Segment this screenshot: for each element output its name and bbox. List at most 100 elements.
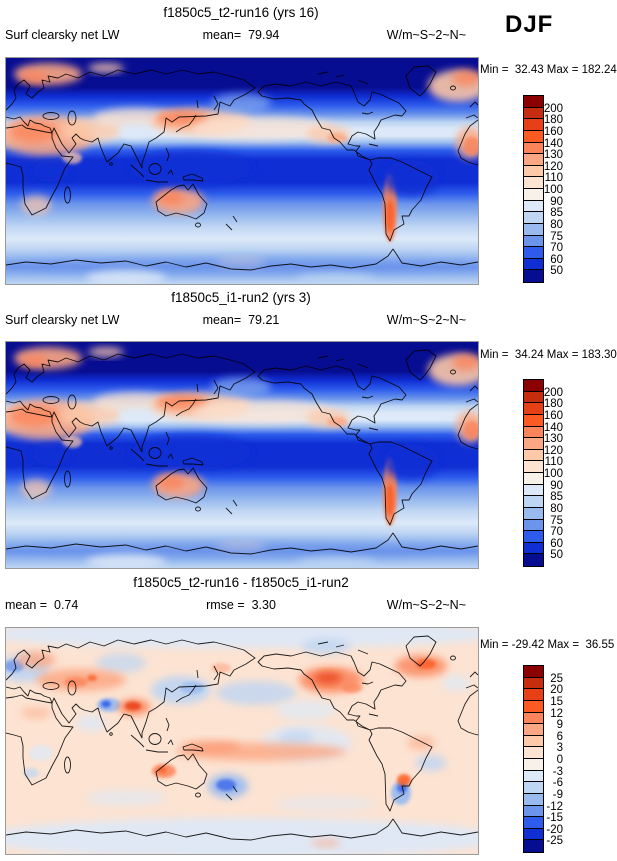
colorbar-tick-label: 85 <box>550 207 563 220</box>
colorbar-tick-label: 130 <box>543 149 563 162</box>
colorbar-cell <box>524 828 543 841</box>
colorbar-cell <box>524 96 543 108</box>
colorbar-tick-label: -3 <box>552 765 563 778</box>
colorbar-cell <box>524 724 543 736</box>
panel2-units-label: W/m~S~2~N~ <box>386 313 466 327</box>
colorbar-cell <box>524 735 543 748</box>
colorbar-tick-label: 9 <box>556 719 563 732</box>
colorbar-cell <box>524 793 543 806</box>
colorbar-cell <box>524 759 543 771</box>
colorbar-tick-label: 140 <box>543 421 563 434</box>
colorbar-tick-label: 120 <box>543 444 563 457</box>
colorbar-tick-label: 3 <box>556 742 563 755</box>
colorbar-tick-label: 50 <box>550 549 563 562</box>
colorbar-cell <box>524 154 543 166</box>
colorbar-cell <box>524 666 543 678</box>
colorbar-cell <box>524 461 543 473</box>
panel1-minmax: Min = 32.43 Max = 182.24 <box>480 64 617 76</box>
colorbar-tick-label: 90 <box>550 479 563 492</box>
panel1-title: f1850c5_t2-run16 (yrs 16) <box>163 5 319 20</box>
colorbar-cell <box>524 189 543 201</box>
colorbar-cell <box>524 212 543 224</box>
panel3-title: f1850c5_t2-run16 - f1850c5_i1-run2 <box>133 575 349 590</box>
colorbar-cell <box>524 119 543 131</box>
colorbar-tick-label: 120 <box>543 160 563 173</box>
colorbar-cell <box>524 484 543 497</box>
colorbar-tick-label: 160 <box>543 409 563 422</box>
panel2-variable-label: Surf clearsky net LW <box>5 313 120 327</box>
colorbar-cell <box>524 258 543 271</box>
colorbar-tick-label: 100 <box>543 184 563 196</box>
colorbar-tick-label: 80 <box>550 218 563 231</box>
panel1-units-label: W/m~S~2~N~ <box>386 28 466 42</box>
colorbar-cell <box>524 270 543 282</box>
colorbar-cell <box>524 770 543 783</box>
colorbar-cell <box>524 223 543 236</box>
colorbar-cell <box>524 403 543 415</box>
colorbar-cell <box>524 712 543 725</box>
panel3-label-row: mean = 0.74 rmse = 3.30 W/m~S~2~N~ <box>5 598 477 612</box>
colorbar-cell <box>524 496 543 508</box>
colorbar-tick-label: 70 <box>550 526 563 539</box>
panel3-map-plot <box>6 628 478 854</box>
colorbar-tick-label: 60 <box>550 537 563 550</box>
panel1-map-plot <box>6 58 478 284</box>
colorbar-cell <box>524 531 543 543</box>
panel2-mean-label: mean= 79.21 <box>202 313 280 327</box>
colorbar-cell <box>524 747 543 759</box>
colorbar-cell <box>524 473 543 485</box>
colorbar-cell <box>524 782 543 794</box>
colorbar-tick-label: 6 <box>556 730 563 743</box>
colorbar-tick-label: -25 <box>546 835 563 848</box>
colorbar-tick-label: -9 <box>552 788 563 801</box>
colorbar-tick-label: 0 <box>556 754 563 766</box>
colorbar-cell <box>524 177 543 189</box>
colorbar-cell <box>524 805 543 818</box>
colorbar-tick-label: 15 <box>550 695 563 708</box>
panel2-map-plot <box>6 342 478 568</box>
colorbar-cell <box>524 247 543 259</box>
panel1-variable-label: Surf clearsky net LW <box>5 28 120 42</box>
panel2-map-frame <box>5 341 479 569</box>
colorbar-tick-label: -15 <box>546 812 563 825</box>
panel2-minmax: Min = 34.24 Max = 183.30 <box>480 349 617 361</box>
colorbar-cell <box>524 677 543 690</box>
colorbar-tick-label: -12 <box>546 800 563 813</box>
colorbar-cell <box>524 107 543 120</box>
colorbar-tick-label: 90 <box>550 195 563 208</box>
colorbar-tick-label: 75 <box>550 514 563 527</box>
season-label: DJF <box>505 11 554 38</box>
colorbar-tick-label: 70 <box>550 242 563 255</box>
colorbar-tick-label: 12 <box>550 707 563 720</box>
colorbar-tick-label: -6 <box>552 777 563 790</box>
colorbar-cell <box>524 426 543 439</box>
colorbar-cell <box>524 438 543 450</box>
colorbar-tick-label: 140 <box>543 137 563 150</box>
panel1-label-row: Surf clearsky net LW mean= 79.94 W/m~S~2… <box>5 28 477 42</box>
panel3-mean-label: mean = 0.74 <box>5 598 79 612</box>
colorbar-tick-label: 110 <box>544 456 563 469</box>
colorbar-tick-label: 160 <box>543 125 563 138</box>
colorbar-tick-label: 180 <box>543 398 563 411</box>
colorbar-tick-label: 180 <box>543 114 563 127</box>
colorbar-cell <box>524 554 543 566</box>
panel1-mean-label: mean= 79.94 <box>202 28 280 42</box>
colorbar-cell <box>524 700 543 713</box>
colorbar-cell <box>524 165 543 178</box>
colorbar-cell <box>524 235 543 248</box>
colorbar-cell <box>524 142 543 155</box>
colorbar-tick-label: 25 <box>550 672 563 685</box>
colorbar-tick-label: 85 <box>550 491 563 504</box>
panel3-units-label: W/m~S~2~N~ <box>386 598 466 612</box>
panel3-map-frame <box>5 627 479 855</box>
panel3-minmax: Min = -29.42 Max = 36.55 <box>480 639 615 651</box>
colorbar-tick-label: 80 <box>550 502 563 515</box>
colorbar-cell <box>524 689 543 701</box>
colorbar-cell <box>524 414 543 427</box>
panel1-map-frame <box>5 57 479 285</box>
colorbar-tick-label: 100 <box>543 468 563 480</box>
colorbar-cell <box>524 380 543 392</box>
colorbar-tick-label: 50 <box>550 265 563 278</box>
panel2-label-row: Surf clearsky net LW mean= 79.21 W/m~S~2… <box>5 313 477 327</box>
colorbar-tick-label: -20 <box>546 823 563 836</box>
